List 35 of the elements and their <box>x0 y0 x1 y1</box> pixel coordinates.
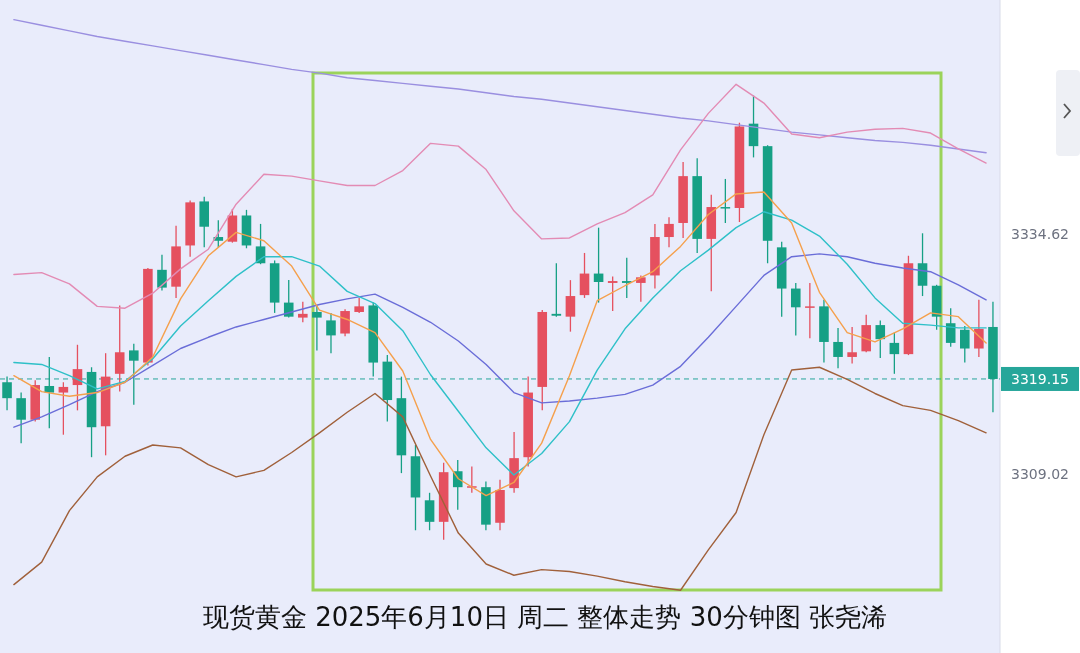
candlestick <box>452 459 463 511</box>
candlestick <box>833 327 843 369</box>
candlestick <box>340 308 350 337</box>
candlestick <box>298 301 308 323</box>
candlestick <box>312 304 322 352</box>
annotation: 现货黄金 2025年6月10日 周二 整体走势 30分钟图 张尧浠 <box>202 602 888 632</box>
candlestick <box>16 391 26 444</box>
candlestick <box>129 343 139 406</box>
candlestick <box>790 282 801 337</box>
candlestick <box>58 381 69 436</box>
candlestick <box>283 279 294 319</box>
candlestick <box>424 492 435 531</box>
candlestick <box>621 256 632 299</box>
candlestick <box>579 252 590 299</box>
candlestick <box>664 216 674 248</box>
candlestick <box>551 262 562 318</box>
candlestick <box>2 375 12 411</box>
candlestick <box>157 254 167 292</box>
ref-line-label: 3319.15 <box>1011 370 1069 387</box>
candlestick <box>565 279 576 333</box>
candlestick <box>805 282 815 339</box>
candlestick <box>720 178 731 224</box>
candlestick <box>847 326 857 365</box>
candlestick <box>875 319 886 359</box>
candlestick <box>114 304 125 393</box>
candlestick <box>917 232 928 297</box>
candlestick <box>974 299 984 358</box>
candlestick <box>889 331 900 375</box>
y-tick-label: 3309.02 <box>1011 465 1069 482</box>
y-tick-label: 3334.62 <box>1011 226 1069 243</box>
candlestick <box>326 312 336 354</box>
candlestick <box>467 465 477 494</box>
candlestick <box>960 325 970 364</box>
candlestick <box>44 356 55 429</box>
candlestick <box>607 275 618 312</box>
